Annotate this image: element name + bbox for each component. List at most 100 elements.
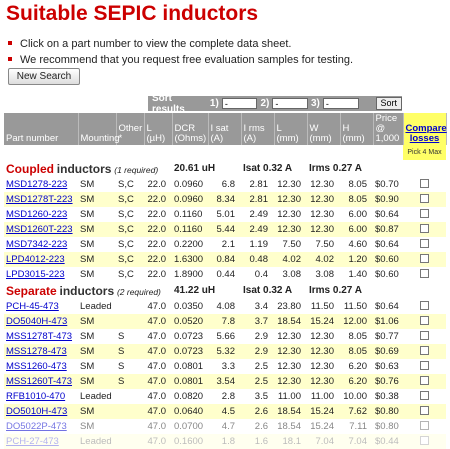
part-link[interactable]: PCH-45-473 (6, 301, 59, 312)
part-link[interactable]: MSS1278-473 (6, 346, 67, 357)
compare-checkbox[interactable] (420, 253, 429, 263)
cell: $0.69 (373, 344, 403, 359)
part-link[interactable]: PCH-27-473 (6, 436, 59, 447)
cell: 0.4 (254, 269, 268, 280)
cell: 7.11 (349, 421, 367, 432)
compare-checkbox[interactable] (420, 375, 429, 385)
part-cell: RFB1010-470 (4, 389, 78, 404)
cell: Leaded (78, 434, 116, 449)
compare-checkbox[interactable] (420, 360, 429, 370)
header-row: Part number Mounting Other * L (µH) DCR (Ohm… (4, 113, 447, 145)
cell (116, 419, 144, 434)
cell: 8.05 (340, 344, 373, 359)
part-link[interactable]: MSD1260-223 (6, 209, 68, 220)
section-isat: Isat 0.32 A (243, 285, 293, 296)
compare-checkbox[interactable] (420, 223, 429, 233)
section-name: Coupled (6, 161, 54, 176)
data-row: MSD1260T-223 SM S,C 22.0 0.1160 5.44 2.49 12.30… (4, 222, 446, 237)
cell: 1.40 (348, 269, 368, 280)
cell: 4.08 (216, 301, 236, 312)
data-row: MSS1278T-473 SM S 47.0 0.0723 5.66 2.9 12.30 12.… (4, 329, 446, 344)
cell: 6.8 (221, 179, 235, 190)
cell: S (116, 374, 144, 389)
compare-checkbox[interactable] (420, 345, 429, 355)
compare-checkbox[interactable] (420, 193, 429, 203)
sort-select[interactable]: - (272, 98, 308, 109)
section-irms: Irms 0.27 A (309, 285, 362, 296)
section-required: (1 required) (114, 164, 159, 175)
part-link[interactable]: DO5010H-473 (6, 406, 68, 417)
cell: 0.0820 (174, 391, 204, 402)
cell: 0.1600 (172, 434, 208, 449)
cell: 12.30 (277, 361, 301, 372)
compare-checkbox[interactable] (420, 390, 429, 400)
compare-checkbox[interactable] (420, 300, 429, 310)
compare-checkbox[interactable] (420, 268, 429, 278)
column-header: L (mm) (274, 113, 308, 145)
cell: 2.9 (241, 344, 274, 359)
cell: 12.30 (307, 344, 340, 359)
new-search-button[interactable]: New Search (8, 68, 80, 85)
section-row: Separate inductors (2 required) 41.22 uH I… (4, 282, 446, 299)
pick-row: Pick 4 Max (4, 145, 446, 160)
compare-cell (403, 344, 446, 359)
cell: 7.62 (340, 404, 373, 419)
cell: 2.9 (254, 331, 268, 342)
part-link[interactable]: MSD1260T-223 (6, 224, 73, 235)
compare-checkbox[interactable] (420, 238, 429, 248)
cell (116, 314, 144, 329)
part-link[interactable]: MSD1278T-223 (6, 194, 73, 205)
cell: SM (78, 374, 116, 389)
part-link[interactable]: MSD7342-223 (6, 239, 68, 250)
part-link[interactable]: LPD3015-223 (6, 269, 65, 280)
compare-checkbox[interactable] (420, 208, 429, 218)
part-link[interactable]: DO5040H-473 (6, 316, 68, 327)
cell (116, 404, 144, 419)
part-link[interactable]: MSD1278-223 (6, 179, 68, 190)
cell: 12.30 (274, 222, 307, 237)
part-link[interactable]: DO5022P-473 (6, 421, 67, 432)
cell: 2.6 (241, 404, 274, 419)
part-cell: LPD4012-223 (4, 252, 78, 267)
cell: 18.54 (277, 421, 301, 432)
cell: S,C (118, 269, 134, 280)
section-word: inductors (59, 283, 115, 298)
cell: 2.8 (221, 391, 235, 402)
cell: $0.90 (373, 192, 403, 207)
cell: 47.0 (147, 331, 167, 342)
sort-select[interactable]: - (221, 98, 258, 109)
part-link[interactable]: RFB1010-470 (6, 391, 66, 402)
cell: S,C (118, 179, 134, 190)
compare-checkbox[interactable] (420, 315, 429, 325)
part-link[interactable]: MSS1260-473 (6, 361, 67, 372)
part-cell: DO5040H-473 (4, 314, 78, 329)
cell: 5.32 (208, 344, 241, 359)
section-inductance: 20.61 uH (174, 163, 216, 174)
compare-checkbox[interactable] (420, 405, 429, 415)
column-header[interactable]: Compare losses (403, 113, 447, 145)
part-link[interactable]: MSS1278T-473 (6, 331, 73, 342)
compare-checkbox[interactable] (420, 330, 429, 340)
cell: 4.60 (348, 239, 368, 250)
compare-checkbox[interactable] (420, 420, 429, 430)
cell: SM (80, 361, 95, 372)
cell: $1.06 (373, 314, 403, 329)
cell: 5.44 (208, 222, 241, 237)
cell: 11.50 (310, 301, 334, 312)
cell: 3.4 (254, 301, 268, 312)
cell: 22.0 (144, 222, 172, 237)
section-irms: Irms 0.27 A (309, 163, 362, 174)
cell: 3.3 (221, 361, 235, 372)
cell: 11.00 (310, 391, 334, 402)
sort-button[interactable]: Sort (375, 97, 403, 110)
data-row: LPD3015-223 SM S,C 22.0 1.8900 0.44 0.4 3.08 3.0… (4, 267, 446, 282)
cell: 1.19 (249, 239, 269, 250)
cell: $0.60 (373, 252, 403, 267)
cell: 2.49 (249, 209, 269, 220)
part-link[interactable]: LPD4012-223 (6, 254, 65, 265)
sort-select[interactable]: - (322, 98, 359, 109)
part-link[interactable]: MSS1260T-473 (6, 376, 73, 387)
compare-checkbox[interactable] (420, 178, 429, 188)
cell: S,C (116, 222, 144, 237)
compare-checkbox[interactable] (420, 435, 429, 445)
